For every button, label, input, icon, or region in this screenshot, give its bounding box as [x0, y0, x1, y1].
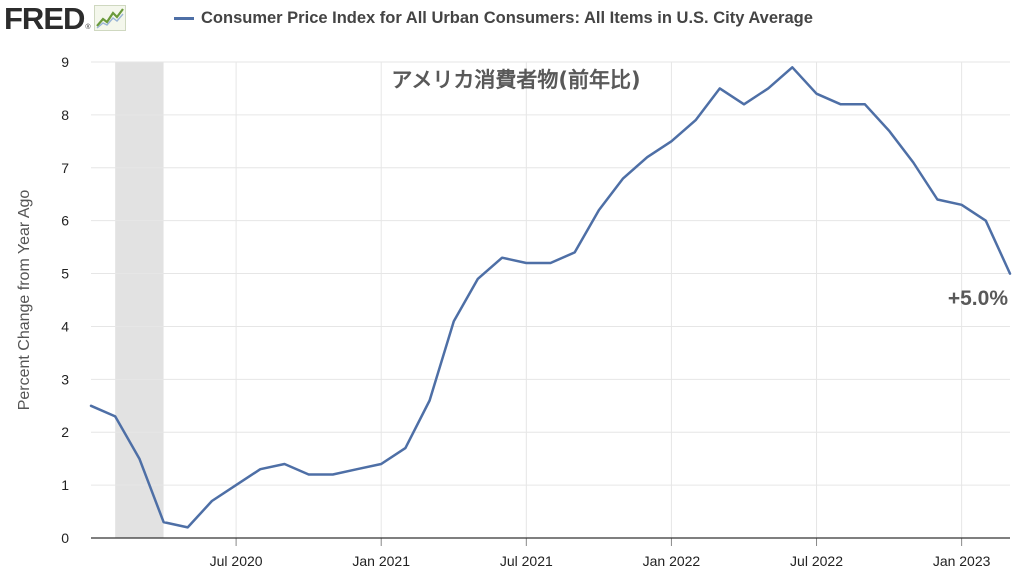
y-tick-label: 6 [61, 213, 69, 229]
series-line[interactable] [89, 66, 1012, 529]
data-point[interactable] [596, 208, 601, 213]
y-tick-label: 4 [61, 318, 69, 334]
data-point[interactable] [887, 128, 892, 133]
y-tick-label: 3 [61, 371, 69, 387]
axes: 0 1 2 3 4 5 6 7 8 9 Jul 2020 Jan 2021 Jul 2021 Jan 20… [61, 54, 1010, 569]
data-point[interactable] [89, 403, 94, 408]
y-tick-label: 0 [61, 530, 69, 546]
data-point[interactable] [258, 467, 263, 472]
legend-swatch [174, 17, 194, 20]
x-tick-label: Jan 2021 [352, 553, 410, 569]
chart-text-layer: アメリカ消費者物(前年比) +5.0% Percent Change from … [16, 68, 1008, 410]
data-point[interactable] [814, 91, 819, 96]
data-point[interactable] [234, 483, 239, 488]
x-tick-label: Jan 2023 [933, 553, 991, 569]
data-point[interactable] [427, 398, 432, 403]
series-layer [89, 65, 1013, 530]
data-point[interactable] [355, 467, 360, 472]
y-tick-label: 1 [61, 477, 69, 493]
data-point[interactable] [403, 446, 408, 451]
data-point[interactable] [451, 319, 456, 324]
data-point[interactable] [1008, 271, 1013, 276]
data-point[interactable] [645, 155, 650, 160]
data-point[interactable] [379, 461, 384, 466]
x-tick-label: Jul 2021 [500, 553, 553, 569]
chart-annotation-title: アメリカ消費者物(前年比) [391, 68, 640, 92]
last-value-label: +5.0% [948, 287, 1008, 310]
data-point[interactable] [500, 255, 505, 260]
y-tick-label: 8 [61, 107, 69, 123]
data-point[interactable] [330, 472, 335, 477]
fred-logo[interactable]: FRED ® [4, 2, 126, 36]
data-point[interactable] [741, 102, 746, 107]
data-point[interactable] [548, 260, 553, 265]
data-point[interactable] [983, 218, 988, 223]
data-point[interactable] [113, 414, 118, 419]
data-point[interactable] [911, 160, 916, 165]
data-point[interactable] [935, 197, 940, 202]
x-tick-label: Jul 2022 [790, 553, 843, 569]
line-graph-icon [93, 5, 126, 31]
data-point[interactable] [669, 139, 674, 144]
data-point[interactable] [621, 176, 626, 181]
data-point[interactable] [766, 86, 771, 91]
data-point[interactable] [838, 102, 843, 107]
y-tick-label: 7 [61, 160, 69, 176]
logo-wordmark: FRED [4, 1, 85, 36]
registered-mark: ® [85, 24, 91, 31]
data-point[interactable] [475, 276, 480, 281]
y-axis-title: Percent Change from Year Ago [16, 190, 33, 411]
data-point[interactable] [161, 520, 166, 525]
data-point[interactable] [185, 525, 190, 530]
x-tick-label: Jul 2020 [210, 553, 263, 569]
data-point[interactable] [693, 118, 698, 123]
recession-shade [115, 62, 164, 538]
data-point[interactable] [572, 250, 577, 255]
data-point[interactable] [209, 498, 214, 503]
recession-shading-layer [115, 62, 164, 538]
data-point[interactable] [717, 86, 722, 91]
y-tick-label: 5 [61, 266, 69, 282]
gridlines [91, 61, 1010, 538]
y-tick-label: 9 [61, 54, 69, 70]
x-tick-label: Jan 2022 [643, 553, 701, 569]
data-point[interactable] [524, 260, 529, 265]
chart-header: FRED ® Consumer Price Index for All Urba… [0, 0, 1024, 58]
data-point[interactable] [862, 102, 867, 107]
series-title: Consumer Price Index for All Urban Consu… [201, 9, 813, 27]
data-point[interactable] [959, 202, 964, 207]
y-tick-label: 2 [61, 424, 69, 440]
data-point[interactable] [282, 461, 287, 466]
data-point[interactable] [137, 456, 142, 461]
data-point[interactable] [790, 65, 795, 70]
data-point[interactable] [306, 472, 311, 477]
